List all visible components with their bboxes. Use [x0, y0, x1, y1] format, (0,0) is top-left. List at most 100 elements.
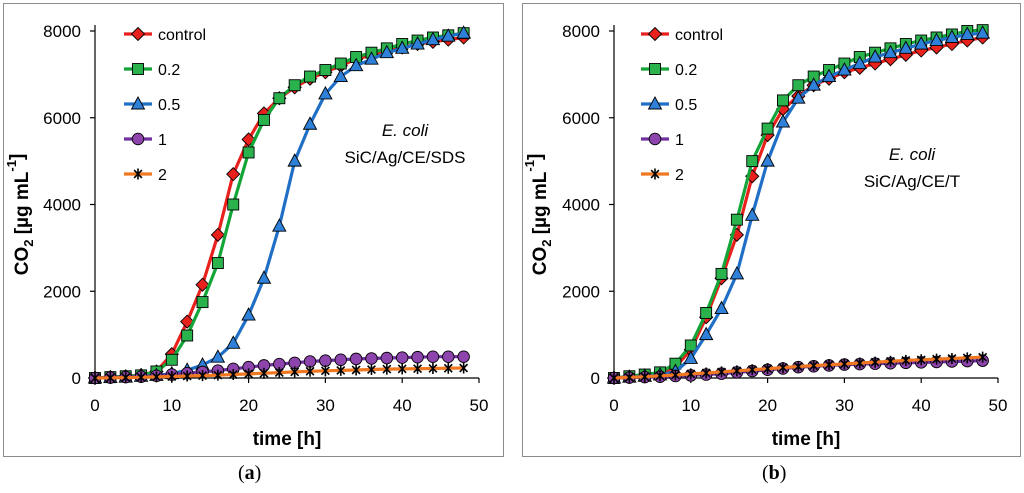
- x-tick-label: 20: [239, 396, 258, 415]
- data-point: [744, 207, 760, 221]
- legend-item-2: 2: [124, 167, 167, 184]
- legend-label: 1: [675, 132, 684, 149]
- data-point: [867, 49, 883, 63]
- legend-item-0_2: 0.2: [124, 62, 180, 79]
- data-point: [336, 364, 346, 376]
- data-point: [259, 367, 269, 379]
- y-tick-label: 4000: [562, 196, 600, 215]
- data-point: [700, 306, 713, 319]
- data-point: [839, 358, 849, 370]
- legend-label: 2: [675, 167, 684, 184]
- panel-b-frame: [522, 3, 1021, 457]
- data-point: [428, 362, 438, 374]
- data-point: [883, 44, 898, 59]
- legend-item-2: 2: [641, 167, 684, 184]
- y-tick-label: 8000: [43, 22, 81, 41]
- y-tick-label: 0: [591, 369, 600, 388]
- data-point: [852, 55, 868, 69]
- legend-marker: [649, 63, 661, 75]
- series-0_2: [608, 24, 989, 384]
- x-tick-label: 50: [470, 396, 489, 415]
- data-point: [182, 370, 192, 382]
- data-point: [698, 326, 714, 341]
- data-point: [855, 357, 865, 369]
- data-point: [916, 354, 926, 366]
- x-tick-label: 40: [912, 396, 931, 415]
- data-point: [441, 28, 456, 42]
- legend-item-1: 1: [641, 132, 684, 149]
- annotation-sample: SiC/Ag/CE/T: [864, 172, 960, 191]
- data-point: [791, 90, 806, 104]
- y-tick-label: 6000: [43, 109, 81, 128]
- data-point: [198, 370, 207, 382]
- data-point: [932, 353, 942, 365]
- data-point: [305, 365, 315, 377]
- caption-b: (b): [762, 462, 787, 484]
- data-point: [978, 351, 988, 363]
- data-point: [334, 57, 347, 70]
- legend-item-control: control: [641, 26, 723, 44]
- legend-label: 0.5: [158, 97, 180, 114]
- data-point: [258, 113, 270, 126]
- data-point: [290, 366, 300, 378]
- x-tick-label: 20: [758, 396, 777, 415]
- x-axis-title: time [h]: [772, 429, 841, 450]
- data-point: [714, 300, 729, 315]
- series-line: [93, 31, 466, 380]
- data-point: [624, 371, 634, 383]
- data-point: [303, 355, 317, 368]
- data-point: [213, 369, 223, 381]
- legend-label: 0.5: [675, 97, 697, 114]
- y-tick-label: 0: [72, 369, 81, 388]
- data-point: [349, 352, 363, 366]
- data-point: [287, 153, 302, 167]
- data-point: [732, 365, 742, 377]
- data-point: [304, 70, 316, 83]
- data-point: [684, 339, 697, 352]
- data-point: [382, 363, 392, 375]
- legend-marker: [647, 26, 663, 42]
- data-point: [121, 372, 131, 384]
- legend-label: 0.2: [675, 62, 697, 79]
- data-point: [196, 296, 209, 309]
- data-point: [302, 116, 318, 130]
- data-point: [806, 77, 821, 91]
- legend-marker: [130, 26, 146, 42]
- data-point: [760, 153, 775, 167]
- data-point: [136, 371, 146, 383]
- data-point: [394, 40, 410, 54]
- data-point: [821, 68, 837, 82]
- legend-marker: [131, 132, 145, 146]
- series-line: [93, 31, 466, 380]
- data-point: [777, 94, 789, 107]
- x-tick-label: 10: [681, 396, 700, 415]
- chart-panel-b: 0 10 20 30 40 50 0 2000 4000 6000 8000 time [h] CO2 …: [522, 22, 1007, 450]
- x-tick-label: 50: [989, 396, 1008, 415]
- data-point: [411, 350, 424, 364]
- data-point: [397, 363, 407, 375]
- data-point: [244, 368, 254, 380]
- data-point: [901, 354, 911, 366]
- legend-item-0_5: 0.5: [124, 96, 180, 114]
- data-point: [886, 355, 895, 367]
- data-point: [975, 25, 990, 39]
- y-tick-label: 2000: [43, 282, 81, 301]
- data-point: [379, 44, 395, 59]
- legend-label: control: [158, 27, 206, 44]
- x-tick-label: 10: [162, 396, 181, 415]
- data-point: [272, 218, 287, 232]
- data-point: [273, 92, 286, 105]
- data-point: [701, 367, 711, 379]
- data-point: [288, 79, 301, 92]
- series-0_5: [87, 25, 471, 384]
- data-point: [426, 350, 440, 363]
- legend-marker: [132, 63, 144, 75]
- data-point: [410, 36, 425, 50]
- data-point: [457, 350, 470, 363]
- x-axis-title: time [h]: [253, 429, 322, 450]
- caption-a: (a): [238, 462, 262, 484]
- series-control: [87, 30, 471, 386]
- legend-item-control: control: [124, 26, 206, 44]
- data-point: [105, 372, 115, 384]
